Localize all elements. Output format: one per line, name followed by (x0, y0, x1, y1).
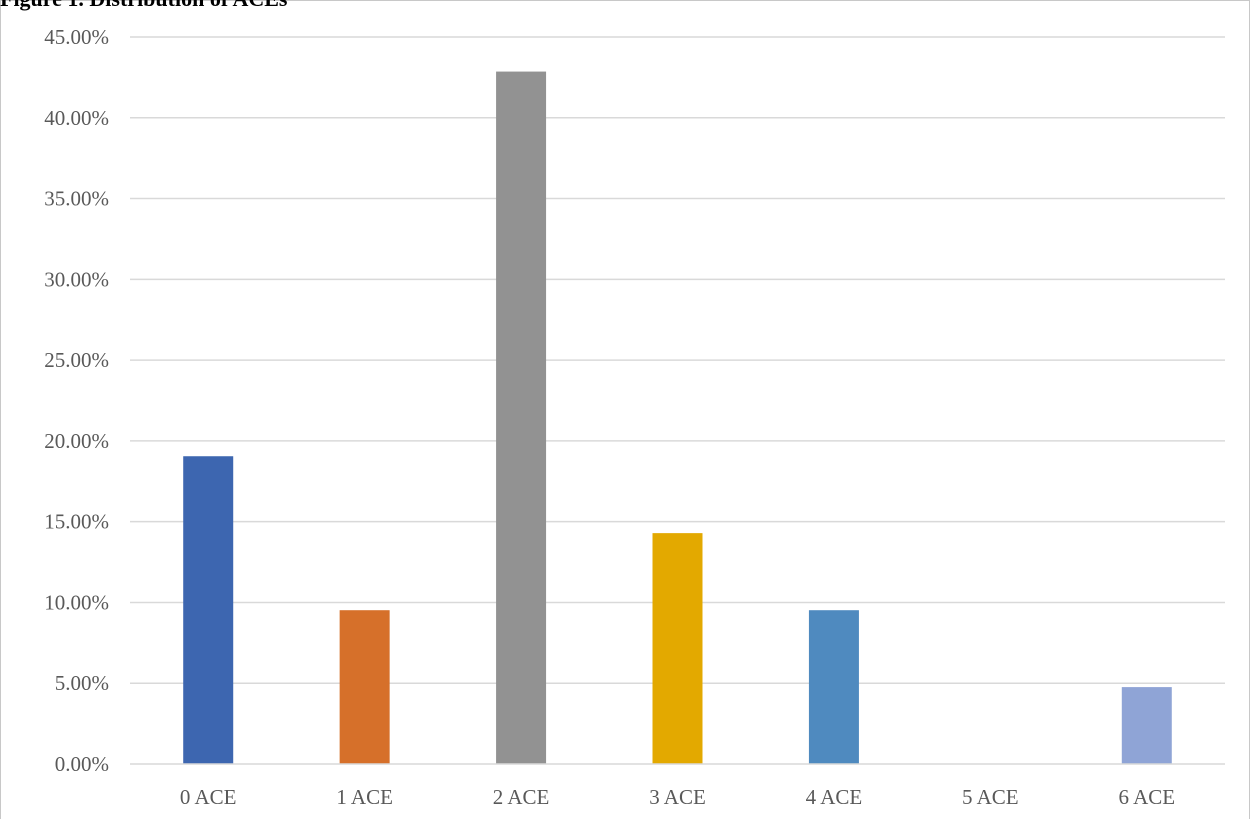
x-tick-label: 5 ACE (962, 785, 1019, 809)
x-tick-label: 3 ACE (649, 785, 706, 809)
x-axis-ticks: 0 ACE 1 ACE 2 ACE 3 ACE 4 ACE 5 ACE 6 ACE (180, 785, 1175, 809)
x-tick-label: 0 ACE (180, 785, 237, 809)
y-tick-label: 5.00% (55, 671, 109, 695)
y-tick-label: 35.00% (44, 187, 109, 211)
bar-1-ace (339, 610, 390, 764)
bar-2-ace (496, 71, 547, 765)
y-tick-label: 25.00% (44, 348, 109, 372)
y-tick-label: 20.00% (44, 429, 109, 453)
bar-3-ace (652, 533, 703, 764)
figure-caption: Figure 1. Distribution of ACEs (0, 0, 287, 12)
y-tick-label: 10.00% (44, 590, 109, 614)
x-tick-label: 6 ACE (1118, 785, 1175, 809)
y-tick-label: 0.00% (55, 752, 109, 776)
x-tick-label: 2 ACE (493, 785, 550, 809)
y-tick-label: 15.00% (44, 510, 109, 534)
y-tick-label: 30.00% (44, 267, 109, 291)
y-axis-ticks: 0.00% 5.00% 10.00% 15.00% 20.00% 25.00% 30.00%… (44, 25, 109, 776)
bars (183, 71, 1172, 765)
x-tick-label: 1 ACE (336, 785, 393, 809)
x-tick-label: 4 ACE (806, 785, 863, 809)
gridlines (130, 36, 1225, 684)
y-tick-label: 45.00% (44, 25, 109, 49)
bar-0-ace (183, 456, 234, 764)
bar-6-ace (1121, 687, 1172, 764)
bar-4-ace (808, 610, 859, 764)
y-tick-label: 40.00% (44, 106, 109, 130)
